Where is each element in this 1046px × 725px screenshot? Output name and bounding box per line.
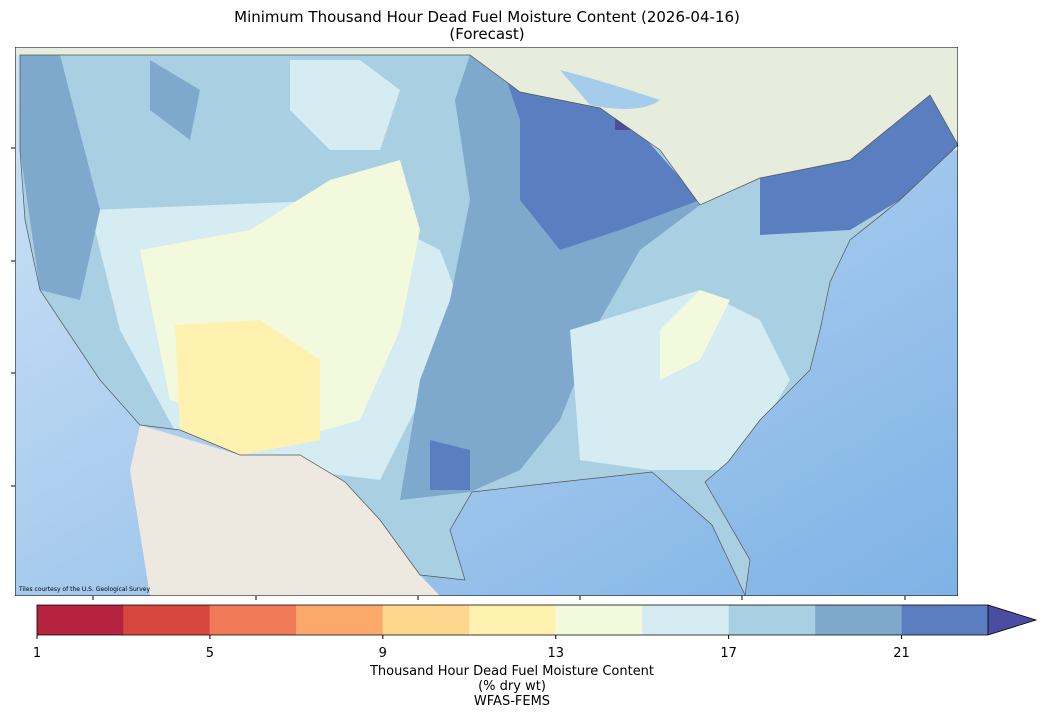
colorbar-segment [37, 605, 124, 635]
colorbar-extend [987, 604, 1038, 636]
colorbar-tick-label: 9 [379, 646, 387, 661]
colorbar-tick-label: 1 [33, 646, 41, 661]
title: Minimum Thousand Hour Dead Fuel Moisture… [234, 8, 740, 26]
colorbar-label: (% dry wt) [478, 679, 546, 694]
map: Tiles courtesy of the U.S. Geological Su… [15, 47, 958, 596]
colorbar-segment [382, 605, 470, 635]
colorbar-segment [555, 605, 643, 635]
colorbar-segment [642, 605, 729, 635]
attribution: Tiles courtesy of the U.S. Geological Su… [18, 586, 150, 593]
colorbar-segment [296, 605, 383, 635]
map-ticks [11, 147, 906, 600]
colorbar-tick-label: 17 [720, 646, 737, 661]
colorbar-tick-label: 5 [206, 646, 214, 661]
colorbar-label: Thousand Hour Dead Fuel Moisture Content [369, 664, 654, 679]
colorbar-outline [36, 604, 988, 636]
colorbar-segment [123, 605, 210, 635]
colorbar-tick-label: 21 [893, 646, 910, 661]
colorbar-label: WFAS-FEMS [474, 694, 550, 709]
colorbar-segment [469, 605, 556, 635]
colorbar-segment [728, 605, 816, 635]
colorbar-segment [209, 605, 297, 635]
colorbar: 1 5 9 13 17 21 Thousand Hour Dead Fuel Moistur… [33, 604, 1038, 709]
colorbar-segment [901, 605, 988, 635]
colorbar-tick-label: 13 [547, 646, 564, 661]
colorbar-segment [815, 605, 902, 635]
subtitle: (Forecast) [449, 25, 524, 43]
